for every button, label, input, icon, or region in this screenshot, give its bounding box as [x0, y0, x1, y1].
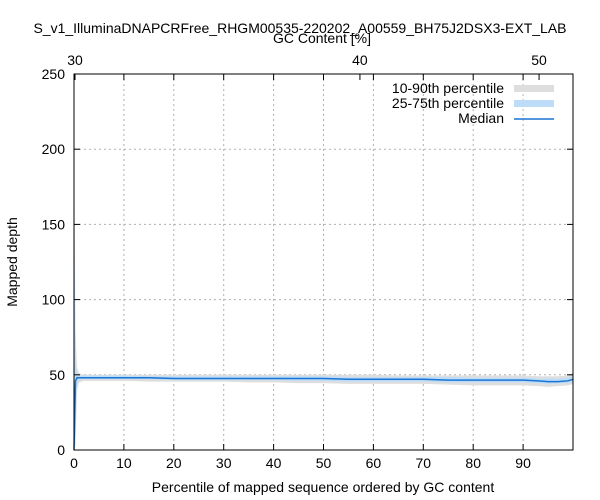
band-10-90 [74, 149, 573, 450]
x-tick-label: 50 [316, 455, 332, 471]
chart-title: S_v1_IlluminaDNAPCRFree_RHGM00535-220202… [33, 20, 566, 36]
legend-swatch-band [514, 85, 554, 92]
percentile-bands [74, 149, 573, 450]
median-line [73, 377, 574, 451]
x-tick-label: 10 [116, 455, 132, 471]
x-tick-label: 80 [465, 455, 481, 471]
y-tick-label: 250 [42, 66, 66, 82]
x-tick-label: 90 [515, 455, 531, 471]
y-tick-label: 0 [57, 442, 65, 458]
legend-swatch-band [514, 100, 554, 107]
x2-tick-label: 30 [67, 52, 83, 68]
y-tick-label: 200 [42, 141, 66, 157]
top-axis-label: GC Content [%] [273, 30, 371, 46]
x2-tick-label: 40 [352, 52, 368, 68]
y-tick-label: 150 [42, 216, 66, 232]
x-tick-label: 70 [416, 455, 432, 471]
x-tick-label: 30 [216, 455, 232, 471]
x-axis-label: Percentile of mapped sequence ordered by… [152, 479, 495, 495]
legend-label: Median [458, 110, 504, 126]
legend-label: 10-90th percentile [392, 80, 504, 96]
x-tick-label: 20 [166, 455, 182, 471]
y-axis-label: Mapped depth [4, 217, 20, 307]
x-tick-label: 40 [266, 455, 282, 471]
legend-label: 25-75th percentile [392, 95, 504, 111]
x2-tick-label: 50 [531, 52, 547, 68]
grid [74, 74, 573, 450]
y-tick-label: 100 [42, 292, 66, 308]
band-25-75 [74, 179, 573, 450]
y-tick-label: 50 [49, 367, 65, 383]
median-series-line [73, 377, 574, 451]
x-tick-label: 0 [70, 455, 78, 471]
x-tick-label: 60 [366, 455, 382, 471]
